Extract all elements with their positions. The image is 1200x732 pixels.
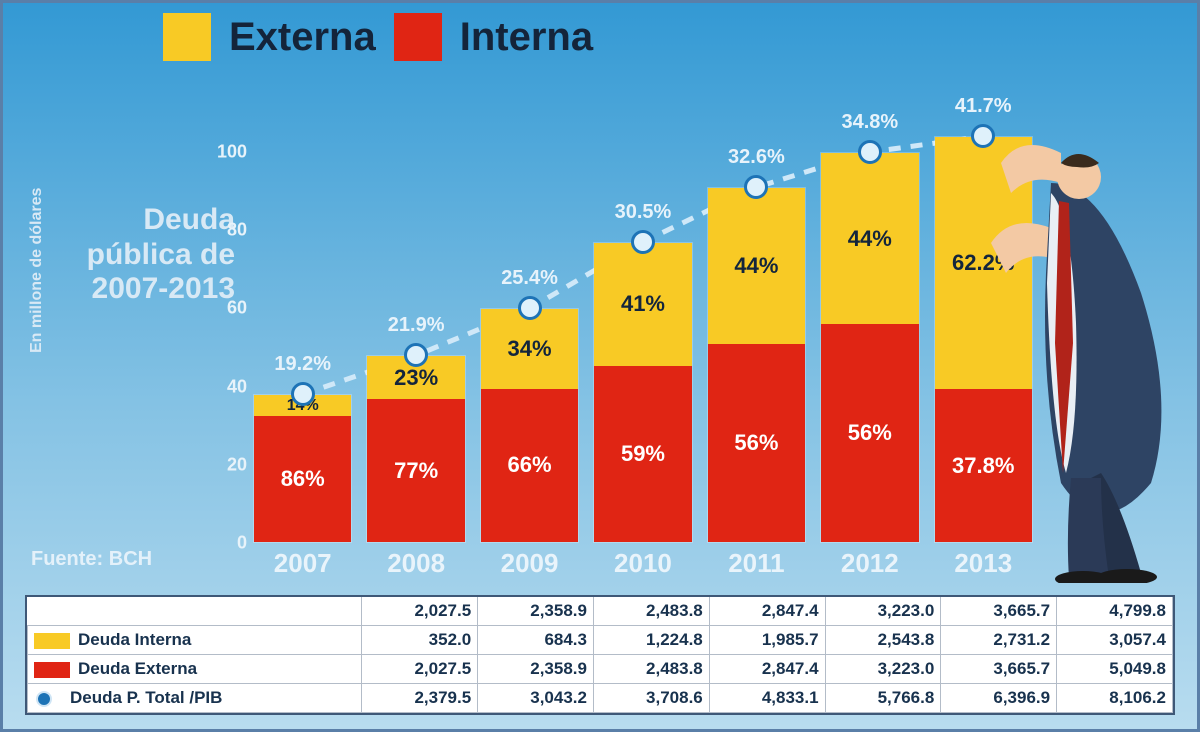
- table-row-header: Deuda P. Total /PIB: [28, 684, 362, 713]
- table-cell: 3,665.7: [941, 655, 1057, 684]
- bar-column: 59%41%201030.5%: [593, 113, 692, 543]
- bar-seg-interna: 59%: [594, 366, 691, 542]
- table-row-header: Deuda Interna: [28, 626, 362, 655]
- bar-seg-interna: 77%: [367, 399, 464, 542]
- trend-marker-label: 32.6%: [728, 146, 785, 169]
- legend-swatch-externa: [163, 13, 211, 61]
- trend-marker-label: 34.8%: [841, 111, 898, 134]
- x-category-label: 2011: [707, 548, 806, 579]
- trend-marker-label: 30.5%: [615, 201, 672, 224]
- bar-column: 77%23%200821.9%: [366, 113, 465, 543]
- x-category-label: 2013: [934, 548, 1033, 579]
- table-cell: 5,766.8: [825, 684, 941, 713]
- table-cell: 3,057.4: [1057, 626, 1173, 655]
- chart-title: Deuda pública de 2007-2013: [65, 203, 235, 307]
- infographic-frame: Externa Interna Deuda pública de 2007-20…: [0, 0, 1200, 732]
- table-cell: 2,483.8: [593, 597, 709, 626]
- bar-seg-interna: 66%: [481, 389, 578, 542]
- bar-seg-externa: 62.2%: [935, 137, 1032, 389]
- bar-column: 66%34%200925.4%: [480, 113, 579, 543]
- y-tick: 60: [213, 298, 247, 319]
- table-cell: 2,543.8: [825, 626, 941, 655]
- bar-seg-externa: 44%: [708, 188, 805, 344]
- table-cell: 2,847.4: [709, 655, 825, 684]
- table-cell: 352.0: [362, 626, 478, 655]
- bar-seg-interna: 86%: [254, 416, 351, 542]
- trend-marker: [631, 230, 655, 254]
- table-cell: 3,708.6: [593, 684, 709, 713]
- y-tick: 80: [213, 220, 247, 241]
- x-category-label: 2012: [820, 548, 919, 579]
- table-cell: 1,985.7: [709, 626, 825, 655]
- table-cell: 3,223.0: [825, 597, 941, 626]
- table-cell: 2,358.9: [478, 655, 594, 684]
- legend-swatch-icon: [34, 633, 70, 649]
- table-cell: 2,027.5: [362, 597, 478, 626]
- bar-column: 86%14%200719.2%: [253, 113, 352, 543]
- y-tick: 20: [213, 454, 247, 475]
- y-tick: 0: [213, 533, 247, 554]
- bar-seg-interna: 56%: [821, 324, 918, 542]
- trend-marker-label: 21.9%: [388, 314, 445, 337]
- x-category-label: 2010: [593, 548, 692, 579]
- trend-marker: [518, 296, 542, 320]
- table-cell: 3,665.7: [941, 597, 1057, 626]
- y-tick: 100: [213, 142, 247, 163]
- bar-column: 56%44%201132.6%: [707, 113, 806, 543]
- y-axis-label: En millone de dólares: [28, 188, 46, 353]
- table-cell: 4,799.8: [1057, 597, 1173, 626]
- source-label: Fuente: BCH: [31, 548, 152, 571]
- table-cell: 5,049.8: [1057, 655, 1173, 684]
- bar-column: 37.8%62.2%201341.7%: [934, 113, 1033, 543]
- trend-marker: [858, 140, 882, 164]
- legend-label-externa: Externa: [229, 15, 376, 60]
- trend-marker-label: 41.7%: [955, 95, 1012, 118]
- table-cell: 4,833.1: [709, 684, 825, 713]
- trend-marker-label: 19.2%: [274, 353, 331, 376]
- chart-area: 020406080100 86%14%200719.2%77%23%200821…: [253, 113, 1033, 543]
- table-cell: 2,483.8: [593, 655, 709, 684]
- bar-column: 56%44%201234.8%: [820, 113, 919, 543]
- x-category-label: 2007: [253, 548, 352, 579]
- table-cell: 3,043.2: [478, 684, 594, 713]
- trend-marker: [744, 175, 768, 199]
- table-cell: 6,396.9: [941, 684, 1057, 713]
- y-tick: 40: [213, 376, 247, 397]
- table-cell: 2,358.9: [478, 597, 594, 626]
- top-legend: Externa Interna: [163, 13, 593, 61]
- bar-seg-externa: 41%: [594, 243, 691, 366]
- table-cell: 2,731.2: [941, 626, 1057, 655]
- trend-marker: [291, 382, 315, 406]
- table-cell: 8,106.2: [1057, 684, 1173, 713]
- legend-circle-icon: [36, 691, 52, 707]
- legend-label-interna: Interna: [460, 15, 593, 60]
- table-cell: 2,847.4: [709, 597, 825, 626]
- table-cell: 3,223.0: [825, 655, 941, 684]
- table-cell: 2,379.5: [362, 684, 478, 713]
- bar-seg-externa: 34%: [481, 309, 578, 388]
- bar-seg-interna: 37.8%: [935, 389, 1032, 542]
- table-cell: 684.3: [478, 626, 594, 655]
- bars-container: 86%14%200719.2%77%23%200821.9%66%34%2009…: [253, 113, 1033, 543]
- bar-seg-interna: 56%: [708, 344, 805, 542]
- table-cell: 1,224.8: [593, 626, 709, 655]
- trend-marker: [404, 343, 428, 367]
- bar-seg-externa: 44%: [821, 153, 918, 324]
- table-row-header: Deuda Externa: [28, 655, 362, 684]
- trend-marker: [971, 124, 995, 148]
- data-table: 2,027.52,358.92,483.82,847.43,223.03,665…: [25, 595, 1175, 715]
- trend-marker-label: 25.4%: [501, 267, 558, 290]
- x-category-label: 2009: [480, 548, 579, 579]
- table-cell: 2,027.5: [362, 655, 478, 684]
- x-category-label: 2008: [366, 548, 465, 579]
- legend-swatch-icon: [34, 662, 70, 678]
- legend-swatch-interna: [394, 13, 442, 61]
